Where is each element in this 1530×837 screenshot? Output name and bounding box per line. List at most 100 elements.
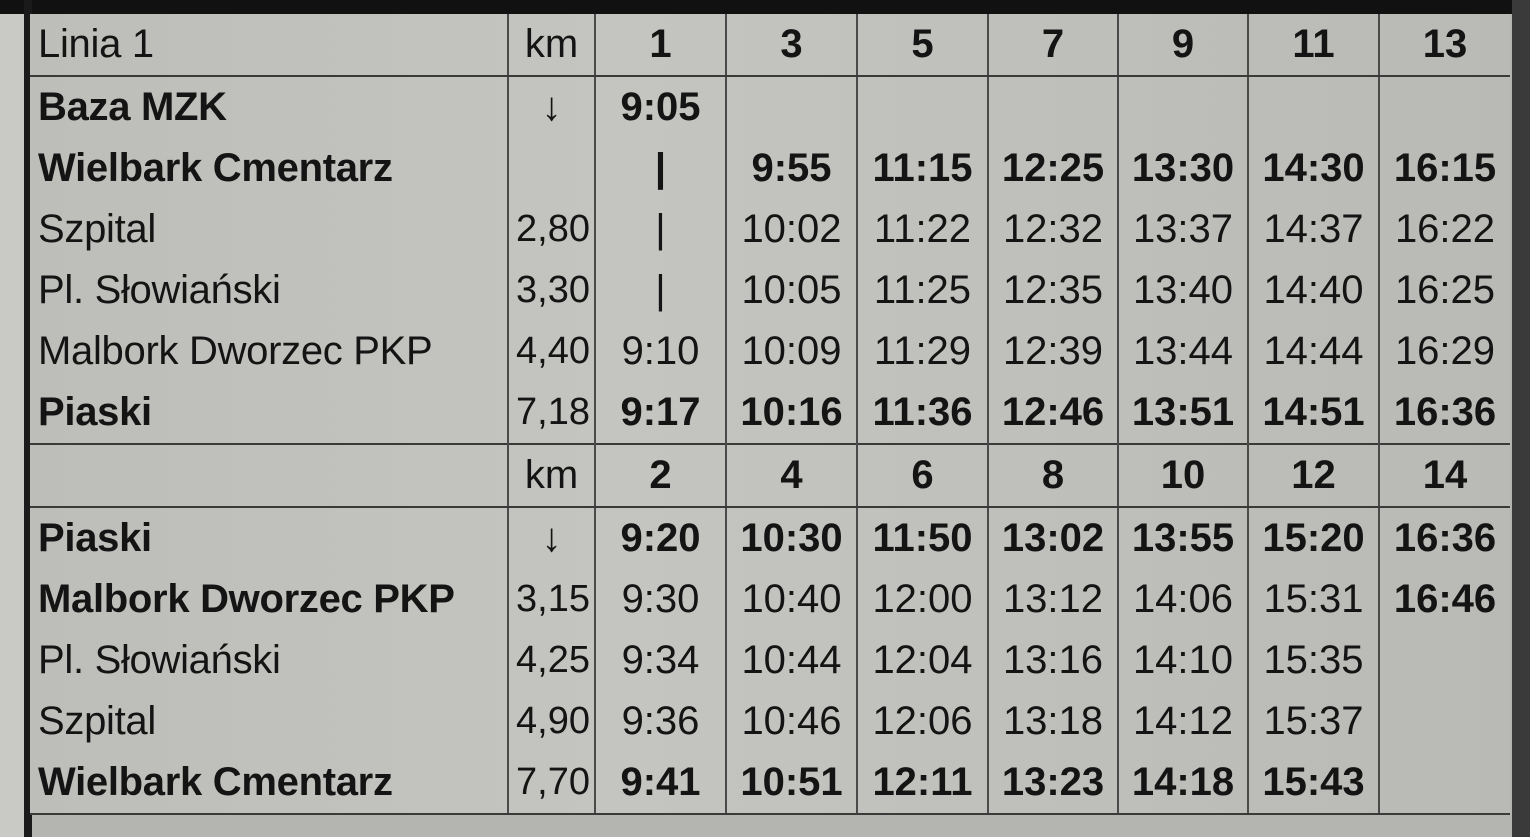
departure-time: 16:29 (1378, 321, 1510, 382)
stop-row: Piaski ↓ 9:20 10:30 11:50 13:02 13:55 15:20 16:3… (30, 507, 1510, 569)
departure-time: 10:09 (725, 321, 857, 382)
departure-time (1247, 76, 1379, 138)
departure-time: 9:30 (594, 569, 726, 630)
course-number: 6 (856, 443, 988, 508)
stop-name: Malbork Dworzec PKP (38, 577, 455, 621)
departure-time: 11:36 (856, 382, 988, 444)
course-number: 12 (1247, 443, 1379, 508)
departure-time: 12:39 (987, 321, 1118, 382)
stop-name: Pl. Słowiański (38, 268, 281, 312)
course-number: 2 (594, 443, 726, 508)
course-number: 9 (1117, 14, 1248, 77)
departure-time: 10:02 (725, 199, 857, 260)
departure-time: 10:44 (725, 630, 857, 691)
frame-border-right (1512, 0, 1530, 837)
stop-name: Szpital (38, 699, 156, 743)
departure-time: 9:20 (594, 507, 726, 569)
stop-name: Wielbark Cmentarz (38, 146, 393, 190)
departure-time: 13:44 (1117, 321, 1248, 382)
km-value: 7,70 (507, 752, 595, 815)
pass-through-mark: | (594, 138, 726, 199)
departure-time: 13:16 (987, 630, 1118, 691)
departure-time: 12:04 (856, 630, 988, 691)
course-number: 7 (987, 14, 1118, 77)
stop-name: Wielbark Cmentarz (30, 752, 508, 815)
frame-border (24, 0, 32, 837)
departure-time: 9:41 (594, 752, 726, 815)
departure-time: 12:06 (856, 691, 988, 752)
departure-time: 16:36 (1378, 507, 1510, 569)
departure-time: 10:16 (725, 382, 857, 444)
course-number: 8 (987, 443, 1118, 508)
departure-time: 15:37 (1247, 691, 1379, 752)
stop-row: Malbork Dworzec PKP 3,15 9:30 10:40 12:00 13:… (30, 569, 1510, 630)
departure-time: 11:22 (856, 199, 988, 260)
stop-row: Malbork Dworzec PKP 4,40 9:10 10:09 11:29 12:… (30, 321, 1510, 382)
stop-name: Malbork Dworzec PKP (38, 329, 433, 373)
course-header-row: km 2 4 6 8 10 12 14 (30, 443, 1510, 508)
course-number: 3 (725, 14, 857, 77)
course-number: 4 (725, 443, 857, 508)
departure-time: 14:10 (1117, 630, 1248, 691)
km-value: 7,18 (507, 382, 595, 444)
km-value: 4,90 (507, 691, 595, 752)
departure-time: 13:55 (1117, 507, 1248, 569)
km-value: 2,80 (507, 199, 595, 260)
departure-time (1378, 691, 1510, 752)
departure-time: 13:18 (987, 691, 1118, 752)
departure-time: 15:35 (1247, 630, 1379, 691)
departure-time: 16:22 (1378, 199, 1510, 260)
departure-time: 10:40 (725, 569, 857, 630)
stop-name: Piaski (38, 516, 152, 560)
timetable: Linia 1 km 1 3 5 7 9 11 13 Baza MZK ↓ 9:05 Wielbark … (30, 14, 1510, 815)
departure-time: 11:15 (856, 138, 988, 199)
stop-row: Piaski 7,18 9:17 10:16 11:36 12:46 13:51 14:51 1… (30, 382, 1510, 444)
departure-time: 11:29 (856, 321, 988, 382)
course-number: 13 (1378, 14, 1510, 77)
stop-row: Baza MZK ↓ 9:05 (30, 76, 1510, 138)
departure-time: 12:35 (987, 260, 1118, 321)
line-title (30, 443, 508, 508)
pass-through-mark: | (594, 199, 726, 260)
departure-time: 14:18 (1117, 752, 1248, 815)
course-number: 1 (594, 14, 726, 77)
departure-time (1378, 76, 1510, 138)
departure-time (987, 76, 1118, 138)
down-arrow-icon: ↓ (507, 507, 595, 569)
stop-row: Szpital 4,90 9:36 10:46 12:06 13:18 14:12 15:37 (30, 691, 1510, 752)
km-header: km (507, 14, 595, 77)
departure-time: 16:36 (1378, 382, 1510, 444)
departure-time: 11:25 (856, 260, 988, 321)
departure-time: 16:46 (1378, 569, 1510, 630)
course-header-row: Linia 1 km 1 3 5 7 9 11 13 (30, 14, 1510, 77)
departure-time: 14:12 (1117, 691, 1248, 752)
km-value: 4,40 (507, 321, 595, 382)
departure-time: 13:02 (987, 507, 1118, 569)
departure-time: 9:55 (725, 138, 857, 199)
departure-time: 14:40 (1247, 260, 1379, 321)
course-number: 10 (1117, 443, 1248, 508)
departure-time: 10:46 (725, 691, 857, 752)
departure-time: 9:34 (594, 630, 726, 691)
departure-time: 14:44 (1247, 321, 1379, 382)
departure-time (1378, 752, 1510, 815)
km-value (507, 138, 595, 199)
stop-row: Wielbark Cmentarz 7,70 9:41 10:51 12:11 13:23… (30, 752, 1510, 815)
departure-time: 9:36 (594, 691, 726, 752)
departure-time: 9:05 (594, 76, 726, 138)
departure-time (1117, 76, 1248, 138)
down-arrow-icon: ↓ (507, 76, 595, 138)
stop-row: Wielbark Cmentarz | 9:55 11:15 12:25 13:30 14:… (30, 138, 1510, 199)
stop-row: Pl. Słowiański 3,30 | 10:05 11:25 12:35 13:40 1… (30, 260, 1510, 321)
departure-time: 15:20 (1247, 507, 1379, 569)
departure-time: 10:30 (725, 507, 857, 569)
departure-time: 13:12 (987, 569, 1118, 630)
departure-time: 12:46 (987, 382, 1118, 444)
pass-through-mark: | (594, 260, 726, 321)
departure-time: 13:23 (987, 752, 1118, 815)
km-value: 3,30 (507, 260, 595, 321)
departure-time: 16:25 (1378, 260, 1510, 321)
stop-row: Pl. Słowiański 4,25 9:34 10:44 12:04 13:16 14:… (30, 630, 1510, 691)
departure-time (725, 76, 857, 138)
km-value: 3,15 (507, 569, 595, 630)
